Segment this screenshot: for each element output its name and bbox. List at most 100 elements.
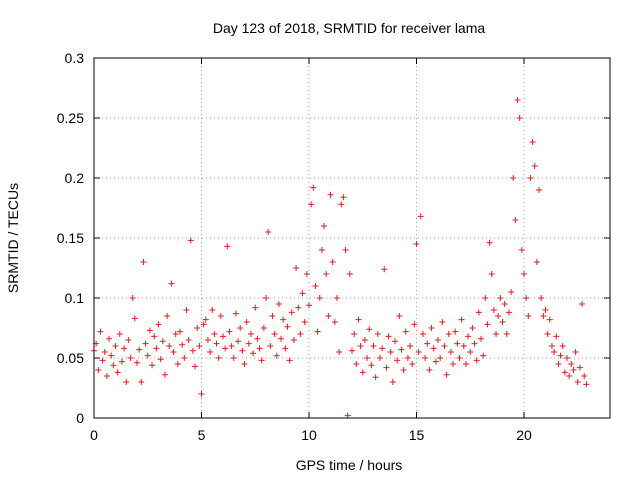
data-point bbox=[441, 343, 448, 349]
y-tick-label: 0.2 bbox=[65, 170, 85, 186]
data-point bbox=[308, 201, 315, 208]
data-point bbox=[136, 346, 143, 353]
data-point bbox=[351, 331, 358, 337]
data-point bbox=[379, 345, 386, 352]
data-point bbox=[407, 343, 414, 349]
data-point bbox=[443, 371, 450, 378]
data-point bbox=[116, 331, 123, 337]
data-point bbox=[533, 259, 540, 265]
data-point bbox=[134, 359, 140, 366]
data-point bbox=[157, 356, 164, 363]
data-point bbox=[531, 163, 538, 169]
data-point bbox=[359, 369, 366, 376]
data-point bbox=[458, 316, 465, 323]
data-point bbox=[327, 191, 334, 198]
data-point bbox=[260, 325, 267, 331]
data-point bbox=[488, 271, 495, 277]
data-point bbox=[346, 271, 353, 277]
y-axis-label: SRMTID / TECUs bbox=[5, 183, 21, 293]
data-point bbox=[207, 349, 214, 355]
data-point bbox=[370, 343, 377, 349]
data-point bbox=[452, 328, 459, 335]
data-point bbox=[286, 357, 293, 364]
data-point bbox=[432, 358, 439, 365]
x-tick-label: 5 bbox=[198, 427, 206, 443]
data-point bbox=[142, 340, 149, 347]
data-point bbox=[572, 349, 579, 355]
ticks-layer: 0 5 10 15 20 0 0.05 0.1 0.15 0.2 0.25 0.3 bbox=[57, 50, 610, 443]
data-point bbox=[284, 323, 291, 330]
data-point bbox=[161, 371, 168, 378]
data-point bbox=[469, 325, 476, 331]
x-tick-label: 20 bbox=[516, 427, 532, 443]
data-point bbox=[445, 331, 452, 337]
data-point bbox=[568, 361, 575, 367]
data-point bbox=[153, 345, 160, 352]
data-point bbox=[323, 271, 330, 277]
data-point bbox=[454, 340, 461, 347]
data-point bbox=[437, 355, 444, 361]
data-point bbox=[299, 290, 306, 297]
data-point bbox=[187, 237, 194, 244]
data-point bbox=[413, 241, 420, 247]
data-point bbox=[290, 337, 297, 343]
data-point bbox=[181, 355, 188, 361]
data-point bbox=[241, 361, 248, 367]
data-point bbox=[409, 361, 416, 367]
data-point bbox=[501, 301, 508, 307]
data-point bbox=[235, 338, 242, 345]
data-point bbox=[355, 316, 362, 323]
data-point bbox=[103, 373, 110, 379]
data-point bbox=[512, 217, 519, 223]
data-point bbox=[482, 295, 489, 301]
data-point bbox=[475, 309, 482, 316]
data-point bbox=[318, 247, 325, 253]
data-point bbox=[245, 340, 252, 347]
data-point bbox=[164, 313, 171, 319]
data-point bbox=[97, 328, 104, 335]
data-point bbox=[194, 325, 201, 331]
data-point bbox=[465, 333, 472, 340]
data-point bbox=[495, 313, 502, 319]
data-point bbox=[129, 295, 136, 301]
data-point bbox=[439, 319, 446, 325]
data-point bbox=[503, 331, 510, 337]
data-point bbox=[342, 247, 349, 253]
data-point bbox=[151, 333, 158, 340]
data-point bbox=[333, 295, 340, 301]
data-point bbox=[456, 355, 463, 361]
data-point bbox=[435, 337, 441, 343]
data-point bbox=[101, 349, 108, 355]
data-point bbox=[202, 316, 209, 323]
data-point bbox=[394, 357, 401, 364]
data-point bbox=[368, 362, 375, 369]
data-point bbox=[521, 271, 527, 277]
data-point bbox=[155, 321, 162, 328]
data-point bbox=[505, 309, 512, 316]
x-tick-label: 0 bbox=[90, 427, 98, 443]
data-point bbox=[252, 304, 259, 311]
data-point bbox=[209, 307, 216, 313]
data-point bbox=[325, 313, 332, 319]
data-point bbox=[338, 201, 345, 208]
data-point bbox=[127, 355, 134, 361]
data-point bbox=[303, 271, 310, 277]
data-point bbox=[278, 335, 285, 342]
data-point bbox=[297, 331, 304, 337]
data-point bbox=[561, 369, 568, 376]
data-point bbox=[546, 316, 553, 323]
data-point bbox=[314, 328, 321, 335]
data-point bbox=[583, 381, 590, 388]
data-point bbox=[564, 355, 570, 361]
data-point bbox=[357, 343, 364, 349]
data-point bbox=[581, 373, 588, 379]
data-point bbox=[411, 321, 418, 328]
y-tick-label: 0.3 bbox=[65, 50, 85, 66]
data-point bbox=[480, 352, 487, 359]
data-point bbox=[381, 266, 388, 273]
data-point bbox=[295, 304, 302, 311]
chart-title: Day 123 of 2018, SRMTID for receiver lam… bbox=[213, 20, 486, 36]
data-point bbox=[118, 358, 125, 365]
data-point bbox=[310, 184, 317, 191]
